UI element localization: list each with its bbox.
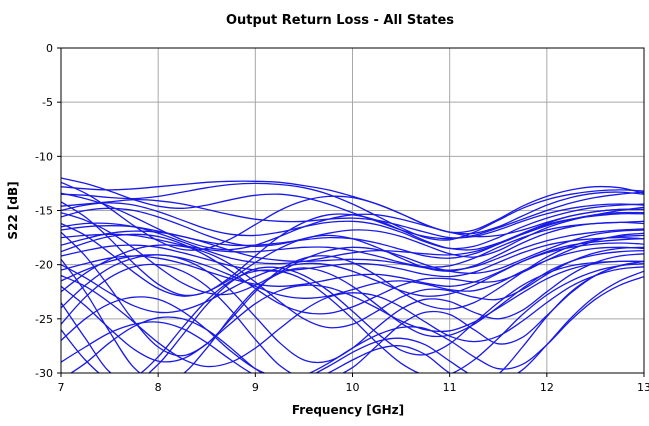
series-group [61, 177, 644, 373]
series-line-29 [61, 266, 644, 368]
series-line-19 [61, 232, 644, 315]
y-tick-labels: 0 -5 -10 -15 -20 -25 -30 [35, 42, 53, 380]
series-line-27 [61, 192, 644, 251]
x-tick-labels: 7 8 9 10 11 12 13 [58, 381, 649, 394]
plot-area [61, 177, 644, 373]
y-tick-label: -20 [35, 259, 53, 272]
series-line-5 [61, 202, 644, 250]
x-tick-label: 13 [637, 381, 649, 394]
x-tick-label: 12 [540, 381, 554, 394]
series-line-3 [61, 182, 644, 241]
y-tick-label: -15 [35, 205, 53, 218]
series-line-11 [61, 242, 644, 287]
series-line-8 [61, 220, 644, 268]
series-line-10 [61, 236, 644, 278]
x-tick-label: 7 [58, 381, 65, 394]
x-tick-label: 8 [155, 381, 162, 394]
x-axis-label: Frequency [GHz] [292, 403, 404, 417]
y-tick-label: -25 [35, 313, 53, 326]
series-line-30 [61, 211, 644, 265]
series-line-28 [61, 262, 644, 373]
axis-ticks [57, 47, 645, 377]
y-tick-label: -5 [42, 96, 53, 109]
series-line-6 [61, 206, 644, 258]
chart-title: Output Return Loss - All States [226, 13, 454, 28]
x-tick-label: 9 [252, 381, 259, 394]
series-line-15 [61, 260, 644, 373]
x-tick-label: 11 [443, 381, 457, 394]
series-line-9 [61, 228, 644, 271]
x-tick-label: 10 [346, 381, 360, 394]
series-line-23 [61, 231, 644, 357]
series-line-32 [61, 181, 644, 251]
y-tick-label: -10 [35, 150, 53, 163]
series-line-17 [61, 270, 644, 373]
series-line-25 [61, 260, 644, 373]
series-line-21 [61, 221, 644, 297]
y-tick-label: 0 [46, 42, 53, 55]
series-line-1 [61, 177, 644, 240]
series-line-18 [69, 260, 644, 373]
series-line-31 [61, 260, 644, 363]
series-line-4 [61, 199, 644, 239]
series-line-13 [61, 244, 644, 329]
series-line-20 [61, 238, 644, 314]
y-axis-label: S22 [dB] [6, 181, 20, 239]
series-line-24 [61, 249, 644, 373]
series-line-26 [61, 212, 644, 296]
series-line-2 [61, 180, 644, 234]
y-tick-label: -30 [35, 367, 53, 380]
